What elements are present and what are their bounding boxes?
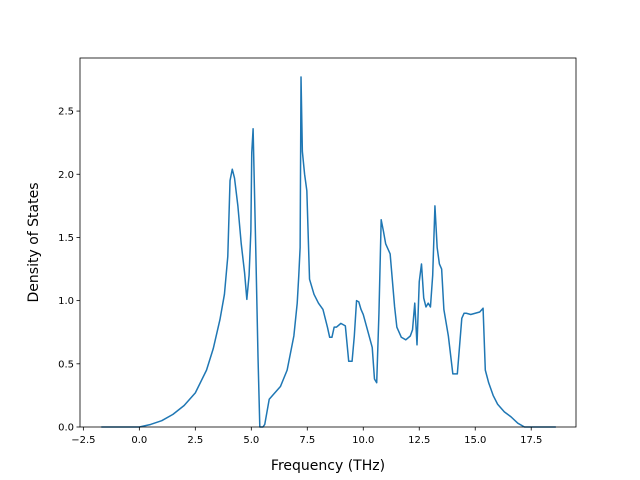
x-tick-label: 5.0 xyxy=(243,435,259,446)
y-tick-label: 2.0 xyxy=(58,170,74,181)
y-tick-label: 1.5 xyxy=(58,233,74,244)
y-tick-label: 0.0 xyxy=(58,423,74,434)
x-tick-label: −2.5 xyxy=(71,435,95,446)
x-tick-label: 17.5 xyxy=(520,435,542,446)
x-tick-label: 12.5 xyxy=(408,435,430,446)
y-tick-label: 0.5 xyxy=(58,359,74,370)
y-axis-label: Density of States xyxy=(26,183,42,303)
x-tick-label: 7.5 xyxy=(299,435,315,446)
x-tick-label: 15.0 xyxy=(464,435,486,446)
x-axis-label: Frequency (THz) xyxy=(271,458,385,474)
x-tick-label: 2.5 xyxy=(187,435,203,446)
y-tick-label: 2.5 xyxy=(58,107,74,118)
plot-area xyxy=(101,76,556,428)
x-tick-label: 0.0 xyxy=(131,435,147,446)
axis-ticks: −2.5 0.0 2.5 5.0 7.5 10.0 12.5 15.0 17.50.00.51.… xyxy=(58,107,542,446)
series-line-0 xyxy=(101,76,556,428)
x-tick-label: 10.0 xyxy=(352,435,374,446)
plot-frame xyxy=(79,57,577,428)
y-tick-label: 1.0 xyxy=(58,296,74,307)
